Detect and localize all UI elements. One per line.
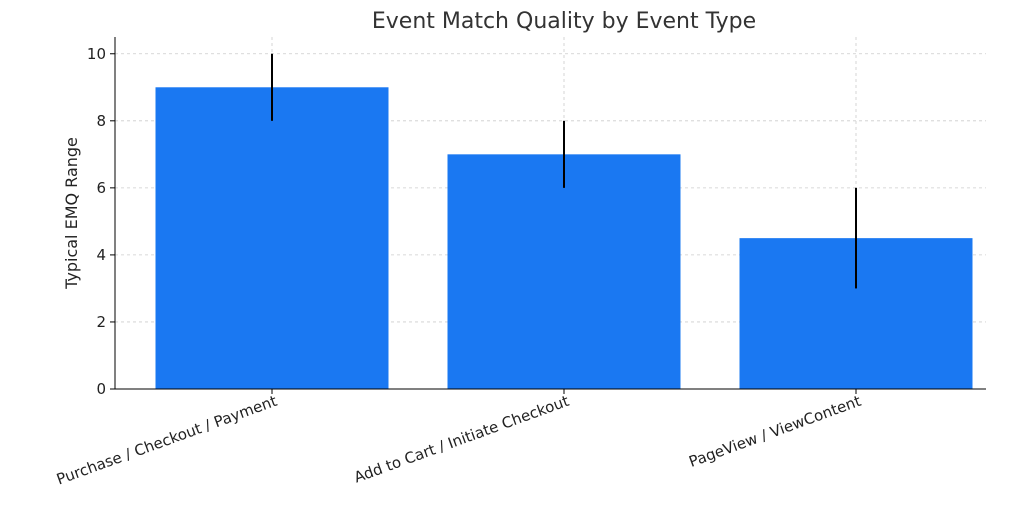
bar [155, 87, 389, 390]
y-tick-label: 10 [87, 45, 106, 63]
y-tick-labels: 0 2 4 6 8 10 [87, 45, 106, 398]
y-axis-label: Typical EMQ Range [62, 137, 81, 290]
x-tick-labels: Purchase / Checkout / Payment Add to Cart… [54, 392, 863, 489]
axes-layer [110, 37, 986, 394]
y-tick-label: 2 [96, 313, 106, 331]
bar [447, 154, 681, 389]
bars-layer [155, 87, 973, 390]
y-tick-label: 4 [96, 246, 106, 264]
chart-title: Event Match Quality by Event Type [372, 9, 756, 34]
x-tick-label: Purchase / Checkout / Payment [54, 392, 279, 489]
error-bars-layer [271, 53, 857, 289]
y-tick-label: 6 [96, 179, 106, 197]
y-tick-label: 0 [96, 380, 106, 398]
x-tick-label: Add to Cart / Initiate Checkout [352, 392, 572, 487]
x-tick-label: PageView / ViewContent [686, 392, 863, 471]
y-tick-label: 8 [96, 112, 106, 130]
